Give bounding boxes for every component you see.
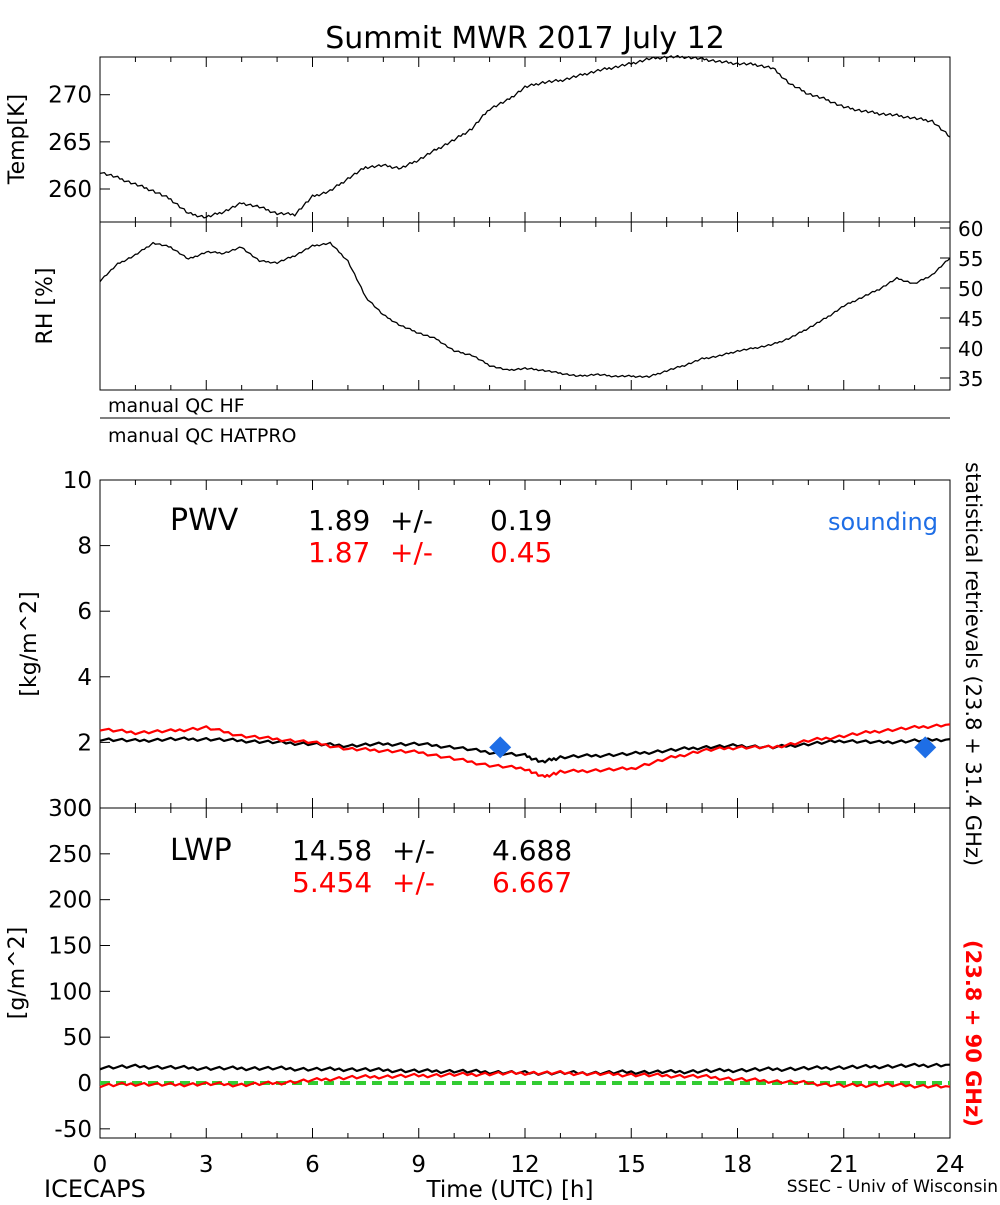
lwp-series-line-black (99, 1062, 951, 1076)
footer-left: ICECAPS (44, 1175, 146, 1200)
lwp-stat-std-black: 4.688 (492, 834, 572, 867)
relative-humidity-ytick-label: 55 (958, 247, 983, 271)
lwp-ytick-label: 50 (63, 1025, 92, 1051)
rh-axis-label: RH [%] (33, 268, 58, 345)
chart-title: Summit MWR 2017 July 12 (325, 21, 725, 56)
pwv-axis-label: [kg/m^2] (17, 591, 42, 696)
lwp-stat-pm-red: +/- (392, 866, 435, 899)
pwv-stat-std-black: 0.19 (490, 504, 552, 537)
chart-marks: 2602652703540455055600246810-50050100150… (48, 54, 983, 1178)
pwv-series-line-black (99, 736, 951, 764)
sounding-point (914, 736, 937, 759)
pwv-ytick-label: 8 (77, 534, 92, 560)
lwp-stat-mean-black: 14.58 (292, 834, 372, 867)
x-tick-label: 18 (723, 1152, 752, 1178)
side-label-red: (23.8 + 90 GHz) (961, 940, 985, 1127)
x-tick-label: 12 (510, 1152, 539, 1178)
relative-humidity-ytick-label: 45 (958, 307, 983, 331)
temperature-ytick-label: 270 (48, 83, 92, 109)
lwp-ytick-label: 150 (48, 934, 92, 960)
relative-humidity-ytick-label: 60 (958, 217, 983, 241)
pwv-ytick-label: 6 (77, 599, 92, 625)
pwv-ytick-label: 2 (77, 730, 92, 756)
lwp-stat-mean-red: 5.454 (292, 866, 372, 899)
lwp-ytick-label: 300 (48, 796, 92, 822)
temp-axis-label: Temp[K] (5, 94, 30, 185)
relative-humidity-ytick-label: 50 (958, 277, 983, 301)
relative-humidity-ytick-label: 35 (958, 367, 983, 391)
pwv-ytick-label: 10 (63, 468, 92, 494)
lwp-ytick-label: 100 (48, 979, 92, 1005)
pwv-stat-pm-black: +/- (390, 504, 433, 537)
temp-panel-frame (99, 56, 951, 223)
lwp-ytick-label: 200 (48, 888, 92, 914)
x-tick-label: 24 (935, 1152, 964, 1178)
lwp-stat-std-red: 6.667 (492, 866, 572, 899)
side-label-black: statistical retrievals (23.8 + 31.4 GHz) (961, 462, 985, 866)
lwp-ytick-label: 0 (77, 1071, 92, 1097)
pwv-stat-mean-red: 1.87 (308, 536, 370, 569)
pwv-stat-pm-red: +/- (390, 536, 433, 569)
sounding-legend: sounding (828, 508, 938, 536)
pwv-series-line-red (99, 723, 951, 779)
lwp-ytick-label: -50 (54, 1117, 92, 1143)
pwv-ytick-label: 4 (77, 665, 92, 691)
sounding-point (489, 736, 512, 759)
x-tick-label: 0 (93, 1152, 108, 1178)
pwv-stat-std-red: 0.45 (490, 536, 552, 569)
x-tick-label: 6 (305, 1152, 320, 1178)
temperature-series-line-black (99, 54, 951, 219)
x-tick-label: 21 (829, 1152, 858, 1178)
pwv-stat-mean-black: 1.89 (308, 504, 370, 537)
rh-panel-frame (99, 221, 951, 391)
lwp-stat-pm-black: +/- (392, 834, 435, 867)
temperature-ytick-label: 260 (48, 177, 92, 203)
lwp-axis-label: [g/m^2] (5, 927, 30, 1019)
pwv-label: PWV (170, 503, 239, 538)
pwv-ytick-label: 0 (77, 796, 92, 822)
footer-center: Time (UTC) [h] (426, 1177, 594, 1200)
lwp-series-line-red (99, 1069, 951, 1089)
footer-right: SSEC - Univ of Wisconsin (787, 1177, 998, 1197)
x-tick-label: 3 (199, 1152, 214, 1178)
qc-row-hatpro: manual QC HATPRO (108, 425, 297, 447)
relative-humidity-ytick-label: 40 (958, 337, 983, 361)
lwp-ytick-label: 250 (48, 842, 92, 868)
qc-row-hf: manual QC HF (108, 395, 245, 417)
x-tick-label: 9 (411, 1152, 426, 1178)
lwp-label: LWP (170, 833, 232, 868)
x-tick-label: 15 (617, 1152, 646, 1178)
temperature-ytick-label: 265 (48, 130, 92, 156)
relative-humidity-series-line-black (99, 241, 951, 378)
